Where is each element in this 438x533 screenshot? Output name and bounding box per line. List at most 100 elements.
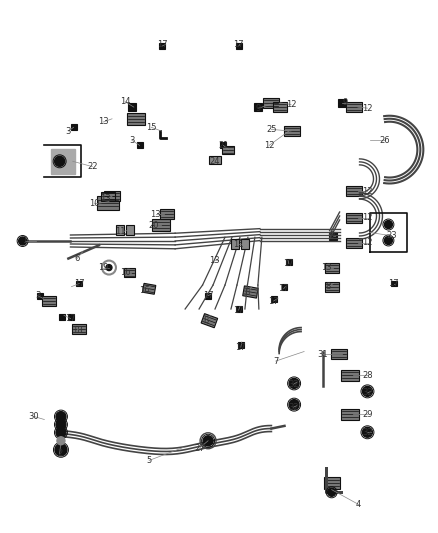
Bar <box>236 43 242 49</box>
Text: 20: 20 <box>148 221 159 230</box>
Text: 32: 32 <box>288 380 299 389</box>
Text: 17: 17 <box>389 279 399 288</box>
Bar <box>346 102 362 112</box>
Text: 31: 31 <box>318 350 328 359</box>
Text: 15: 15 <box>146 123 156 132</box>
Bar <box>286 259 292 265</box>
Text: 19: 19 <box>98 263 109 272</box>
Bar <box>243 286 258 298</box>
Circle shape <box>55 156 65 166</box>
Text: 8: 8 <box>245 287 250 296</box>
Text: 21: 21 <box>218 141 229 150</box>
Text: 7: 7 <box>273 357 279 366</box>
Text: 17: 17 <box>233 305 244 314</box>
Text: 1: 1 <box>22 237 27 246</box>
Bar <box>338 99 346 107</box>
Text: 9: 9 <box>330 231 335 240</box>
Text: 17: 17 <box>283 260 294 268</box>
Text: 32: 32 <box>362 389 373 398</box>
Text: 9: 9 <box>256 104 261 112</box>
Text: 28: 28 <box>362 371 373 380</box>
Circle shape <box>289 378 299 389</box>
Circle shape <box>328 488 336 496</box>
Text: 18: 18 <box>72 326 82 335</box>
Bar <box>329 232 337 240</box>
Bar <box>222 146 234 154</box>
Circle shape <box>55 444 67 456</box>
Circle shape <box>57 437 65 445</box>
Text: 26: 26 <box>380 135 390 144</box>
Bar <box>97 196 119 209</box>
Text: 22: 22 <box>87 162 98 171</box>
Text: 23: 23 <box>386 231 397 240</box>
Text: 32: 32 <box>362 428 373 437</box>
Text: 25: 25 <box>266 125 277 134</box>
Bar <box>271 296 276 302</box>
Text: 9: 9 <box>343 99 348 107</box>
Text: 2: 2 <box>57 449 62 458</box>
Bar <box>71 124 77 130</box>
Circle shape <box>56 411 66 422</box>
Text: 17: 17 <box>233 40 244 49</box>
Bar <box>341 370 359 381</box>
Bar <box>72 324 86 334</box>
Text: 12: 12 <box>362 213 373 222</box>
Bar <box>391 280 397 287</box>
Circle shape <box>19 237 27 245</box>
Text: 12: 12 <box>362 238 373 247</box>
Bar <box>346 213 362 223</box>
Bar <box>116 225 124 236</box>
Bar <box>325 282 339 292</box>
Text: 30: 30 <box>28 412 39 421</box>
Bar <box>241 239 249 249</box>
Text: 12: 12 <box>362 104 373 112</box>
Text: 3: 3 <box>66 126 71 135</box>
Bar <box>59 314 65 320</box>
Text: 17: 17 <box>65 314 76 323</box>
Text: 11: 11 <box>116 228 126 237</box>
Text: 13: 13 <box>209 256 220 264</box>
Text: 12: 12 <box>286 100 296 109</box>
Bar <box>101 192 115 201</box>
Text: 29: 29 <box>362 410 373 419</box>
Bar <box>331 349 347 359</box>
Bar <box>205 293 211 298</box>
Text: 17: 17 <box>157 40 168 49</box>
Text: 17: 17 <box>268 296 279 305</box>
Bar <box>346 186 362 196</box>
Bar <box>201 313 218 328</box>
Bar <box>273 102 287 112</box>
Text: 24: 24 <box>209 157 220 166</box>
Text: 17: 17 <box>278 284 289 293</box>
Text: 13: 13 <box>98 117 109 126</box>
Text: 10: 10 <box>89 199 100 208</box>
Text: 12: 12 <box>362 187 373 196</box>
Text: 32: 32 <box>288 403 299 412</box>
Circle shape <box>106 264 112 271</box>
Text: 17: 17 <box>203 291 213 300</box>
Text: 16: 16 <box>120 269 131 277</box>
Text: 13: 13 <box>100 194 111 203</box>
Circle shape <box>363 386 372 397</box>
Bar <box>76 280 82 287</box>
Text: 6: 6 <box>74 254 80 263</box>
Bar <box>127 113 145 125</box>
Bar <box>263 98 279 108</box>
Text: 13: 13 <box>150 210 161 219</box>
Text: 3: 3 <box>35 291 40 300</box>
Bar <box>142 284 156 294</box>
Circle shape <box>385 237 392 245</box>
Polygon shape <box>51 149 75 174</box>
Circle shape <box>385 221 392 229</box>
Text: 17: 17 <box>236 343 246 352</box>
Bar <box>254 103 262 111</box>
Text: 8: 8 <box>203 316 208 325</box>
Bar <box>238 342 244 348</box>
Circle shape <box>363 427 372 437</box>
Text: 11: 11 <box>233 240 244 249</box>
Bar <box>42 296 56 306</box>
Bar <box>231 239 239 249</box>
Circle shape <box>56 419 66 430</box>
Text: 3: 3 <box>129 135 134 144</box>
Bar <box>67 314 74 320</box>
